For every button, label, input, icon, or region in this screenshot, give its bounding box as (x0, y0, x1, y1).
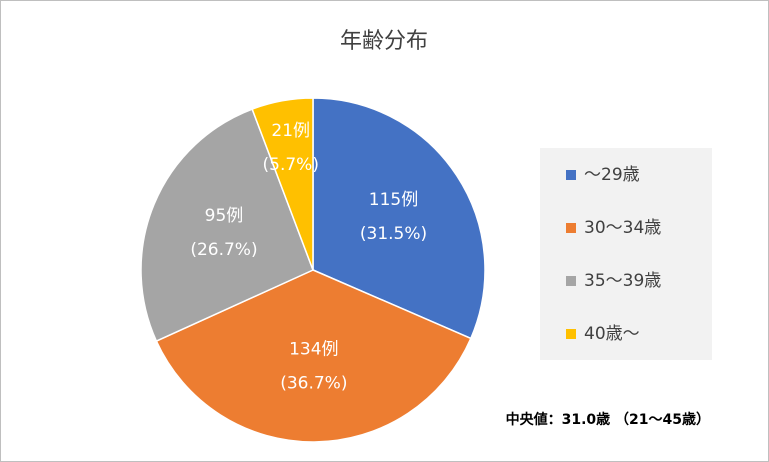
data-label: 115例 (369, 190, 418, 210)
legend-label: 30～34歳 (584, 218, 661, 238)
legend-swatch (566, 329, 576, 339)
data-label: 21例 (271, 121, 310, 141)
percent-label: (31.5%) (360, 224, 427, 244)
percent-label: (5.7%) (263, 155, 319, 175)
data-label: 95例 (205, 206, 244, 226)
data-label: 134例 (289, 339, 338, 359)
legend-swatch (566, 170, 576, 180)
legend-box (540, 148, 712, 360)
legend-label: ～29歳 (584, 165, 640, 185)
chart-title: 年齢分布 (340, 29, 428, 54)
percent-label: (26.7%) (190, 240, 257, 260)
legend-label: 40歳～ (584, 324, 640, 344)
pie-slice (155, 269, 472, 443)
pie-slice (312, 97, 486, 340)
pie-slice (140, 108, 314, 343)
annotation: 中央値：31.0歳 （21～45歳） (506, 411, 710, 428)
percent-label: (36.7%) (280, 373, 347, 393)
legend-swatch (566, 276, 576, 286)
legend-swatch (566, 223, 576, 233)
legend-label: 35～39歳 (584, 271, 661, 291)
pie-slice (251, 97, 314, 271)
